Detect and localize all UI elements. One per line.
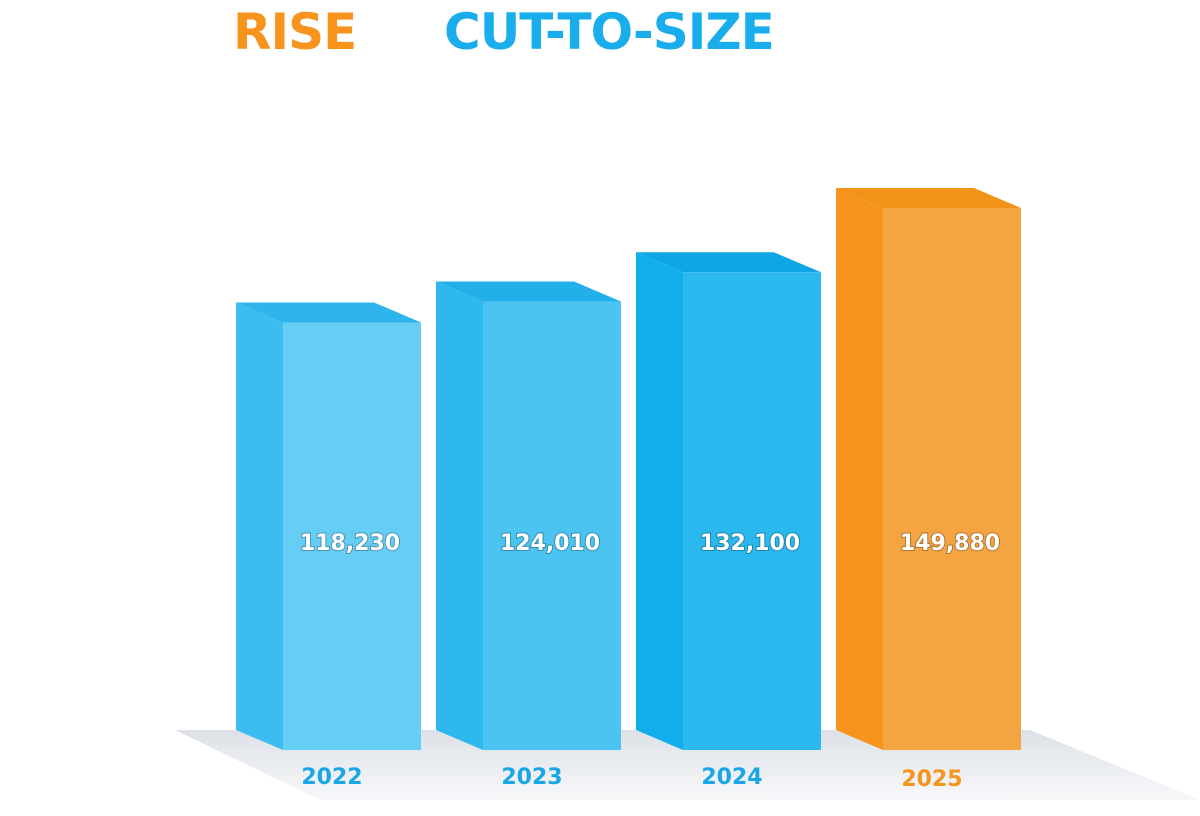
bar-front	[483, 301, 621, 750]
bar-top	[636, 252, 821, 273]
bars-group: 118,230 2022 124,010 2023 132,100 2024 149,880…	[236, 188, 1021, 792]
bar-front	[683, 272, 821, 750]
bar-top	[236, 302, 421, 323]
title-rise: RISE	[233, 3, 357, 61]
x-tick-label: 2024	[701, 765, 762, 790]
bar-top	[836, 188, 1021, 208]
x-tick-label: 2025	[901, 767, 962, 792]
bar-value-label: 132,100	[700, 531, 800, 556]
bar-side	[836, 188, 883, 750]
x-tick-label: 2022	[301, 765, 362, 790]
bar-top	[436, 281, 621, 302]
x-tick-label: 2023	[501, 765, 562, 790]
bar-value-label: 124,010	[500, 531, 600, 556]
bar-front	[283, 322, 421, 750]
bar-side	[436, 281, 483, 750]
bar-value-label: 118,230	[300, 531, 400, 556]
bar-side	[236, 302, 283, 750]
bar-value-label: 149,880	[900, 531, 1000, 556]
bar-side	[636, 252, 683, 750]
title-cut-to-size: CUT-TO-SIZE	[444, 3, 775, 61]
bar-front	[883, 208, 1021, 750]
